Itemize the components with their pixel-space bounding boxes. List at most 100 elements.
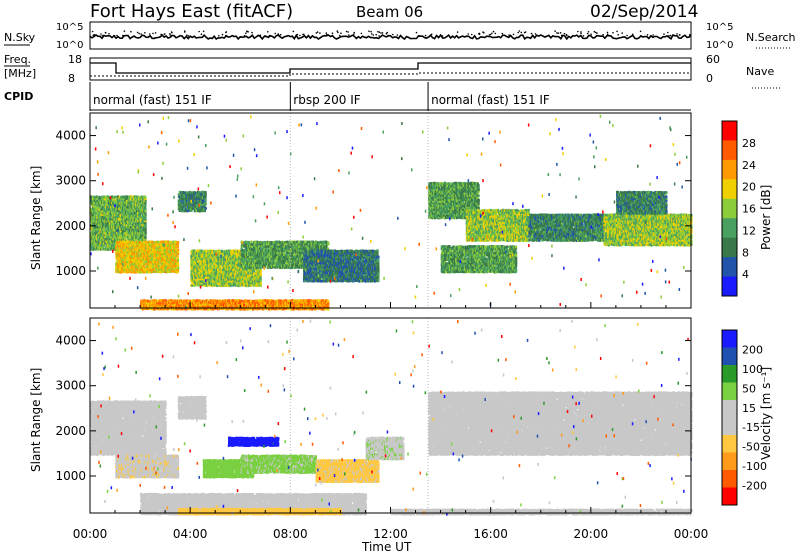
echo-cell [145, 218, 147, 221]
noise-search-dot [100, 33, 102, 35]
noise-search-dot [171, 32, 173, 34]
noise-search-dot [640, 31, 642, 33]
noise-search-dot [676, 33, 678, 35]
noise-search-dot [377, 31, 379, 33]
nave-tick-60: 60 [706, 53, 720, 66]
noise-search-dot [370, 31, 372, 33]
noise-search-dot [425, 35, 427, 37]
noise-search-dot [558, 32, 560, 34]
freq-tick-18: 18 [68, 53, 82, 66]
noise-search-dot [122, 35, 124, 37]
freq-panel: Freq. [MHz] 18 8 60 0 Nave [4, 53, 780, 88]
echo-cell [205, 191, 207, 194]
noise-search-dot [155, 32, 157, 34]
noise-search-dot [340, 32, 342, 34]
noise-search-dot [517, 32, 519, 34]
noise-search-dot [105, 32, 107, 34]
noise-search-dot [382, 32, 384, 34]
noise-search-dot [280, 34, 282, 36]
echo-cell [172, 241, 174, 244]
echo-cell [250, 241, 252, 244]
noise-search-dot [416, 32, 418, 34]
noise-tick-bottom-left: 10^0 [56, 40, 83, 51]
noise-search-dot [326, 32, 328, 34]
noise-search-dot [467, 33, 469, 35]
noise-search-dot [386, 33, 388, 35]
noise-search-dot [299, 35, 301, 37]
noise-search-dot [580, 31, 582, 33]
noise-search-dot [616, 31, 618, 33]
noise-search-dot [387, 35, 389, 37]
noise-search-dot [632, 34, 634, 36]
noise-search-dot [264, 35, 266, 37]
echo-cell [177, 259, 179, 262]
noise-right-label: N.Search [746, 31, 796, 44]
noise-search-dot [594, 31, 596, 33]
noise-search-dot [525, 31, 527, 33]
noise-search-dot [201, 33, 203, 35]
noise-search-dot [471, 34, 473, 36]
echo-cell [144, 204, 146, 207]
echo-cell [248, 241, 250, 244]
noise-search-dot [373, 34, 375, 36]
noise-search-dot [560, 32, 562, 34]
noise-search-dot [495, 33, 497, 35]
noise-search-dot [689, 34, 691, 36]
noise-search-dot [397, 34, 399, 36]
cpid-bar: normal (fast) 151 IF rbsp 200 IF normal (f… [90, 82, 691, 111]
noise-search-dot [198, 31, 200, 33]
noise-search-dot [102, 35, 104, 37]
noise-search-dot [246, 31, 248, 33]
cpid-segment-label: normal (fast) 151 IF [431, 93, 550, 107]
noise-tick-top-right: 10^5 [706, 22, 733, 33]
noise-search-dot [602, 34, 604, 36]
freq-label: Freq. [4, 53, 31, 66]
noise-search-dot [353, 33, 355, 35]
noise-search-dot [361, 33, 363, 35]
noise-search-dot [588, 31, 590, 33]
noise-search-dot [483, 32, 485, 34]
noise-search-dot [149, 33, 151, 35]
noise-search-dot [225, 35, 227, 37]
noise-search-dot [108, 33, 110, 35]
echo-cell [205, 250, 207, 253]
freq-trace [90, 63, 691, 73]
echo-cell [144, 236, 146, 239]
noise-search-dot [297, 34, 299, 36]
noise-search-dot [577, 31, 579, 33]
noise-search-dot [184, 31, 186, 33]
noise-search-dot [375, 34, 377, 36]
noise-search-dot [668, 35, 670, 37]
noise-search-dot [140, 33, 142, 35]
echo-cell [145, 210, 147, 213]
power-echo-layer [90, 113, 693, 311]
noise-search-dot [293, 31, 295, 33]
station-title: Fort Hays East (fitACF) [90, 1, 293, 22]
echo-cell [144, 222, 146, 225]
noise-search-dot [316, 32, 318, 34]
noise-tick-top-left: 10^5 [56, 22, 83, 33]
noise-search-dot [519, 30, 521, 32]
noise-left-label: N.Sky [4, 31, 36, 44]
noise-search-dot [130, 31, 132, 33]
noise-search-dot [667, 32, 669, 34]
noise-search-dot [137, 32, 139, 34]
noise-search-dot [508, 34, 510, 36]
noise-search-dot [116, 35, 118, 37]
noise-search-dot [566, 35, 568, 37]
noise-search-dot [670, 35, 672, 37]
noise-search-dot [590, 35, 592, 37]
echo-cell [144, 212, 146, 215]
echo-cell [177, 257, 179, 260]
noise-search-dot [124, 30, 126, 32]
echo-cell [145, 200, 147, 203]
noise-search-dot [531, 33, 533, 35]
echo-cell [177, 245, 179, 248]
echo-cell [177, 248, 179, 251]
noise-search-dot [92, 31, 94, 33]
noise-search-dot [114, 35, 116, 37]
noise-search-dot [442, 35, 444, 37]
noise-search-dot [521, 32, 523, 34]
noise-sky-line [90, 35, 691, 39]
